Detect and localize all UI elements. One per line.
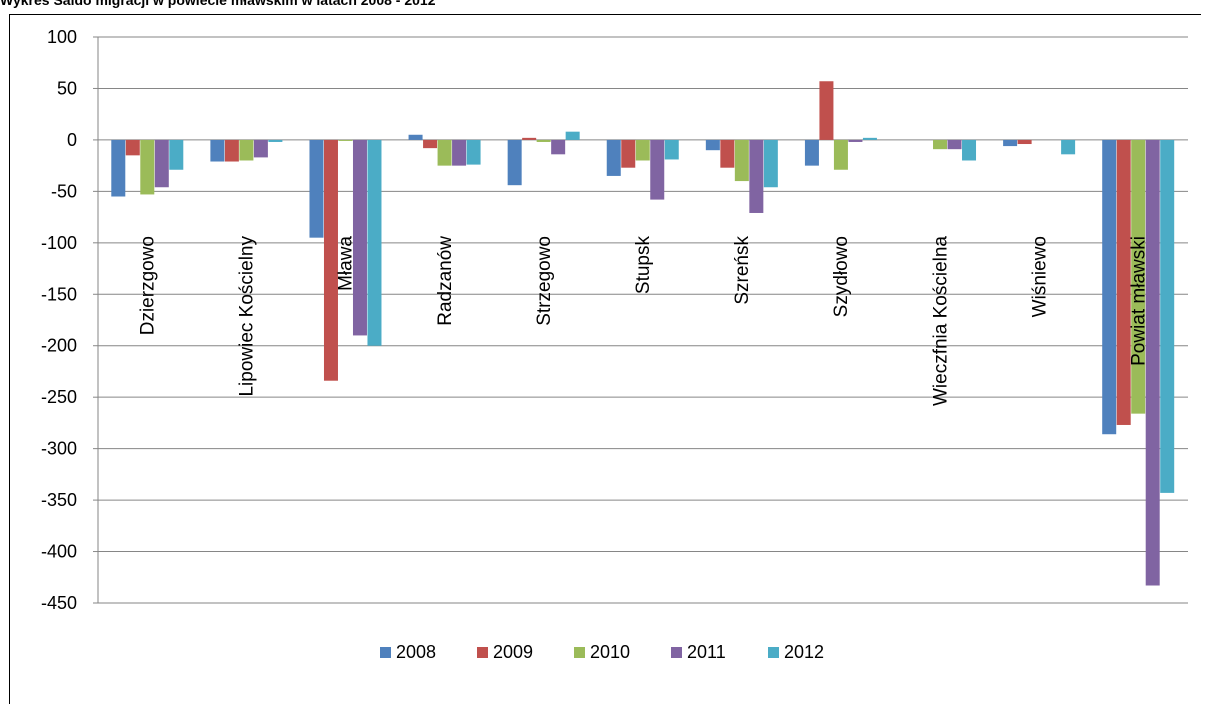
category-labels: Dzierzgowo Lipowiec Kościelny Mława Radzanó… <box>138 236 1150 407</box>
legend-entry: 2012 <box>784 642 824 662</box>
category-label: Dzierzgowo <box>138 236 159 335</box>
category-label: Radzanów <box>435 236 456 326</box>
bar-2012-Stupsk <box>664 139 679 160</box>
bar-2011-Szydłowo <box>848 139 863 142</box>
bar-2009-Wiśniewo <box>1017 139 1032 145</box>
bar-2008-Powiat mławski <box>1102 139 1117 435</box>
legend-swatch <box>671 647 682 658</box>
legend-swatch <box>768 647 779 658</box>
bar-2008-Radzanów <box>408 134 423 140</box>
bar-2010-Lipowiec Kościelny <box>239 139 254 161</box>
category-label: Lipowiec Kościelny <box>237 236 258 397</box>
bar-2012-Wieczfnia Kościelna <box>962 139 977 161</box>
y-tick-label: -350 <box>41 490 77 510</box>
y-tick-label: 100 <box>47 27 77 47</box>
bar-2011-Szreńsk <box>749 139 764 213</box>
bar-2011-Mława <box>352 139 367 336</box>
bar-2010-Radzanów <box>437 139 452 166</box>
y-tick-label: 50 <box>57 78 77 98</box>
chart-frame <box>9 14 1201 704</box>
bar-2008-Mława <box>309 139 324 238</box>
category-label: Strzegowo <box>534 236 555 326</box>
bar-2008-Stupsk <box>606 139 621 176</box>
legend-swatch <box>380 647 391 658</box>
y-tick-label: -50 <box>51 181 77 201</box>
bar-2012-Lipowiec Kościelny <box>268 139 283 142</box>
bar-2012-Szydłowo <box>862 137 877 140</box>
chart: 100 50 0 -50 -100 -150 -200 -250 -300 -350 -400 -45… <box>41 27 1188 662</box>
bar-2008-Wiśniewo <box>1003 139 1018 147</box>
bars <box>111 81 1175 586</box>
bar-2010-Stupsk <box>635 139 650 161</box>
bar-2012-Wiśniewo <box>1061 139 1076 155</box>
bar-2008-Dzierzgowo <box>111 139 126 197</box>
bar-2009-Szreńsk <box>720 139 735 168</box>
bar-2010-Szreńsk <box>734 139 749 182</box>
y-tick-label: -100 <box>41 233 77 253</box>
y-tick-label: -450 <box>41 593 77 613</box>
page-title: Wykres Saldo migracji w powiecie mławski… <box>0 0 436 8</box>
legend-swatch <box>574 647 585 658</box>
bar-2010-Szydłowo <box>833 139 848 170</box>
y-tick-label: -150 <box>41 284 77 304</box>
bar-2009-Radzanów <box>423 139 438 149</box>
legend-entry: 2009 <box>493 642 533 662</box>
bar-2009-Dzierzgowo <box>125 139 140 156</box>
category-label: Mława <box>336 236 357 291</box>
bar-2011-Stupsk <box>650 139 665 200</box>
y-tick-label: -400 <box>41 542 77 562</box>
bar-2009-Powiat mławski <box>1116 139 1131 425</box>
bar-2010-Mława <box>338 139 353 141</box>
legend-swatch <box>477 647 488 658</box>
category-label: Wieczfnia Kościelna <box>930 236 951 406</box>
bar-2012-Powiat mławski <box>1160 139 1175 493</box>
legend-entry: 2010 <box>590 642 630 662</box>
bar-2012-Dzierzgowo <box>169 139 184 170</box>
y-axis: 100 50 0 -50 -100 -150 -200 -250 -300 -350 -400 -45… <box>41 27 99 613</box>
bar-2011-Radzanów <box>452 139 467 166</box>
bar-2011-Lipowiec Kościelny <box>253 139 268 158</box>
gridlines <box>98 36 1188 604</box>
bar-2012-Szreńsk <box>763 139 778 188</box>
y-tick-label: -300 <box>41 439 77 459</box>
bar-2008-Szydłowo <box>804 139 819 166</box>
category-label: Szydłowo <box>831 236 852 317</box>
bar-2009-Mława <box>323 139 338 381</box>
bar-2010-Strzegowo <box>536 139 551 142</box>
bar-2009-Stupsk <box>621 139 636 168</box>
bar-2009-Lipowiec Kościelny <box>224 139 239 162</box>
bar-2008-Strzegowo <box>507 139 522 186</box>
bar-2009-Strzegowo <box>522 137 537 140</box>
category-label: Szreńsk <box>732 236 753 305</box>
category-label: Stupsk <box>633 236 654 295</box>
bar-2010-Wieczfnia Kościelna <box>933 139 948 150</box>
bar-2008-Szreńsk <box>705 139 720 151</box>
bar-2011-Dzierzgowo <box>154 139 169 188</box>
bar-2010-Dzierzgowo <box>140 139 155 195</box>
bar-2010-Powiat mławski <box>1131 139 1146 414</box>
category-label: Wiśniewo <box>1029 236 1050 317</box>
bar-2009-Szydłowo <box>819 81 834 140</box>
legend-entry: 2008 <box>396 642 436 662</box>
legend-entry: 2011 <box>687 642 726 662</box>
bar-2011-Wieczfnia Kościelna <box>947 139 962 150</box>
y-tick-label: -250 <box>41 387 77 407</box>
y-tick-label: -200 <box>41 336 77 356</box>
bar-2012-Strzegowo <box>565 131 580 140</box>
bar-2012-Mława <box>367 139 382 346</box>
bar-2011-Powiat mławski <box>1145 139 1160 586</box>
bar-2008-Lipowiec Kościelny <box>210 139 225 162</box>
bar-2011-Strzegowo <box>551 139 566 155</box>
legend: 2008 2009 2010 2011 2012 <box>380 642 824 662</box>
bar-2012-Radzanów <box>466 139 481 165</box>
category-label: Powiat mławski <box>1128 236 1149 366</box>
y-tick-label: 0 <box>67 130 77 150</box>
